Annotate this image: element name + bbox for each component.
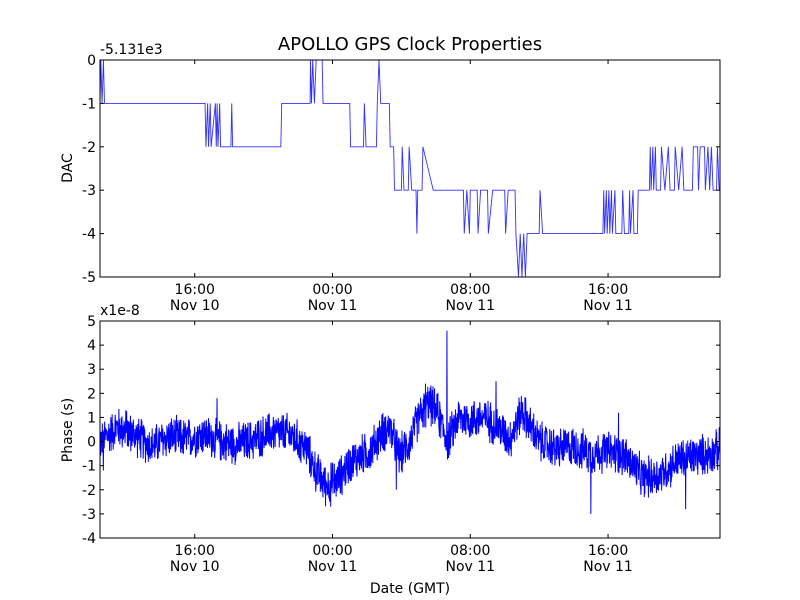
x-tick-time-label: 00:00 xyxy=(312,282,352,298)
y-tick-label: -1 xyxy=(82,459,96,475)
x-tick-date-label: Nov 10 xyxy=(170,298,220,314)
x-tick-time-label: 16:00 xyxy=(175,282,215,298)
x-tick-time-label: 16:00 xyxy=(588,543,628,559)
y-tick-label: 0 xyxy=(87,435,96,451)
y-tick-label: 2 xyxy=(87,386,96,402)
x-tick-time-label: 00:00 xyxy=(312,543,352,559)
dac-series-line xyxy=(100,60,720,277)
y-tick-label: -2 xyxy=(82,483,96,499)
x-tick-time-label: 08:00 xyxy=(450,282,490,298)
y-tick-label: 3 xyxy=(87,362,96,378)
bottom-xlabel: Date (GMT) xyxy=(370,581,450,597)
bottom-ylabel: Phase (s) xyxy=(60,398,76,462)
y-tick-label: -5 xyxy=(82,270,96,286)
y-tick-label: 1 xyxy=(87,410,96,426)
top-offset-label: -5.131e3 xyxy=(100,42,163,58)
y-tick-label: -3 xyxy=(82,183,96,199)
top-axes-frame xyxy=(99,59,721,278)
x-tick-time-label: 16:00 xyxy=(588,282,628,298)
phase-plot-area xyxy=(100,330,720,514)
bottom-offset-label: x1e-8 xyxy=(100,303,140,319)
y-tick-label: -4 xyxy=(82,531,96,547)
x-tick-date-label: Nov 11 xyxy=(445,298,495,314)
bottom-axes-frame xyxy=(99,320,721,539)
chart-title: APOLLO GPS Clock Properties xyxy=(278,34,542,55)
y-tick-label: -1 xyxy=(82,96,96,112)
x-tick-time-label: 08:00 xyxy=(450,543,490,559)
y-tick-label: -4 xyxy=(82,227,96,243)
y-tick-label: 4 xyxy=(87,338,96,354)
x-tick-date-label: Nov 11 xyxy=(583,559,633,575)
top-ylabel: DAC xyxy=(60,153,76,183)
phase-series-line xyxy=(100,330,720,514)
y-tick-label: -2 xyxy=(82,140,96,156)
x-tick-date-label: Nov 11 xyxy=(308,298,358,314)
x-tick-date-label: Nov 10 xyxy=(170,559,220,575)
y-tick-label: 0 xyxy=(87,53,96,69)
x-tick-time-label: 16:00 xyxy=(175,543,215,559)
dac-plot-area xyxy=(100,60,720,277)
x-tick-date-label: Nov 11 xyxy=(308,559,358,575)
x-tick-date-label: Nov 11 xyxy=(445,559,495,575)
y-tick-label: 5 xyxy=(87,314,96,330)
y-tick-label: -3 xyxy=(82,507,96,523)
x-tick-date-label: Nov 11 xyxy=(583,298,633,314)
